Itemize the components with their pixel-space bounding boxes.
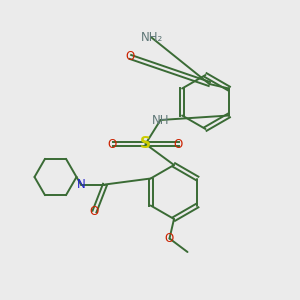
Text: O: O	[90, 205, 99, 218]
Text: O: O	[165, 232, 174, 245]
Text: O: O	[108, 137, 117, 151]
Text: NH₂: NH₂	[140, 31, 163, 44]
Text: O: O	[174, 137, 183, 151]
Text: O: O	[126, 50, 135, 64]
Text: S: S	[140, 136, 151, 152]
Text: NH: NH	[152, 113, 169, 127]
Text: N: N	[76, 178, 85, 191]
